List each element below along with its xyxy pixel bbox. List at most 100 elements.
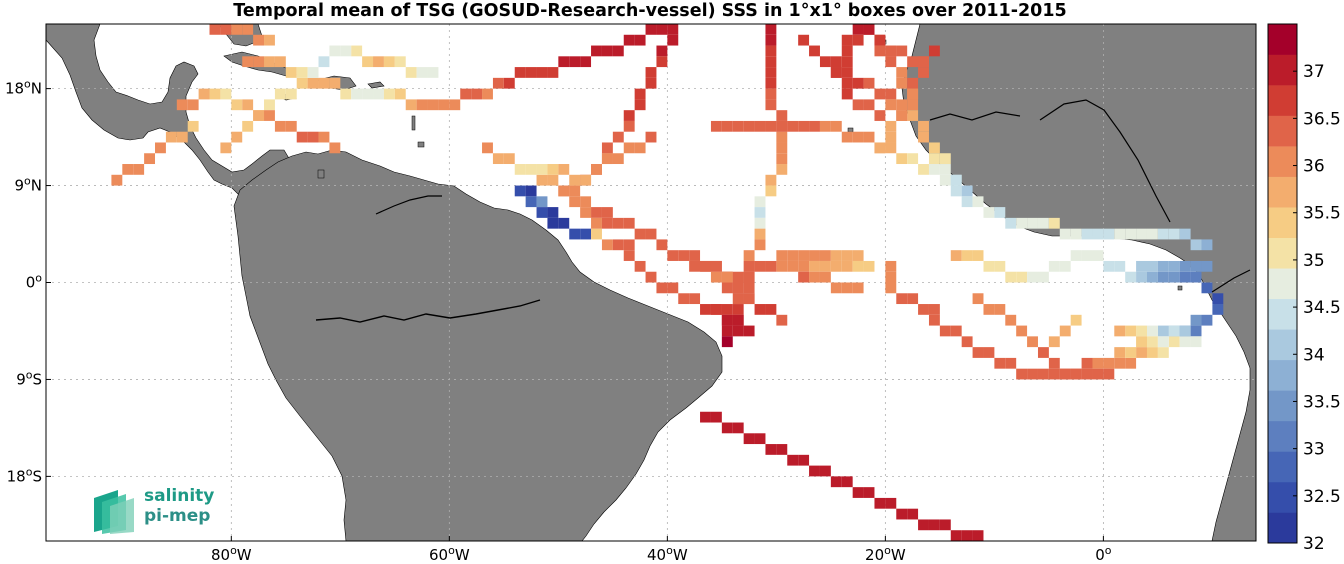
sss-cell-amazon-2-14 — [689, 250, 701, 261]
sss-cell-caribbean-3-2 — [264, 56, 275, 68]
sss-cell-mid-eq-0 — [776, 260, 788, 272]
sss-cell-route-south-brazil-25 — [972, 530, 984, 541]
sss-cell-caribbean-2-5 — [274, 88, 286, 100]
sss-cell-gulf-guinea-2-3 — [1168, 260, 1180, 272]
sss-cell-caribbean-2-22 — [460, 88, 472, 100]
lat-label-2: 0o — [26, 272, 43, 292]
sss-cell-caribbean-4-1 — [187, 99, 199, 111]
sss-cell-north-diagonal-1-9 — [623, 110, 635, 121]
sss-cell-cape-verde-1-1 — [841, 67, 853, 78]
sss-cell-africa-coast-15 — [939, 164, 951, 175]
sss-cell-north-diagonal-2-18 — [492, 77, 504, 89]
sss-cell-caribbean-4-14 — [329, 142, 341, 154]
rivers — [315, 99, 1251, 323]
sss-cell-amazon-3-0 — [482, 142, 493, 154]
sss-cell-caribbean-1-1 — [122, 164, 134, 175]
sss-cell-st-helena-1-7 — [1190, 314, 1202, 326]
colorbar-swatch-16 — [1268, 24, 1297, 55]
land-sao-tome — [1177, 285, 1183, 291]
latitude-labels: 18oN 9oN 0o 9oS 18oS — [5, 78, 51, 485]
sss-cell-africa-coast-31 — [1092, 228, 1104, 240]
sss-cell-route-south-brazil-20 — [918, 519, 929, 531]
sss-cell-gulf-guinea-10 — [1212, 293, 1224, 305]
sss-cell-caribbean-4-5 — [231, 99, 243, 111]
sss-cell-caribbean-3-17 — [427, 67, 439, 78]
colorbar-frame — [1267, 23, 1298, 544]
sss-cell-eq-east-1-8 — [1037, 271, 1049, 283]
sss-cell-north-diagonal-2-16 — [514, 67, 526, 78]
sss-cell-eq-east-1-12 — [1081, 250, 1093, 261]
sss-cell-gulf-guinea-18 — [1136, 325, 1147, 337]
sss-cell-mid-eq-1 — [787, 260, 799, 272]
sss-cell-gulf-guinea-13 — [1190, 325, 1202, 337]
colorbar-label-5: 34.5 — [1303, 298, 1341, 318]
sss-cell-central-track-13 — [776, 164, 788, 175]
sss-cell-africa-coast-24 — [1016, 217, 1028, 229]
sss-cell-cape-verde-3-8 — [885, 131, 897, 143]
land-trinidad — [417, 141, 425, 148]
sss-cell-africa-coast-17 — [950, 185, 962, 197]
sss-cell-route-south-brazil-22 — [939, 519, 951, 531]
sss-cell-amazon-3-18 — [700, 304, 711, 315]
sss-cell-sw-eq-7 — [1048, 357, 1060, 369]
sss-cell-sw-eq-3 — [1005, 314, 1017, 326]
sss-cell-amazon-3-8 — [580, 207, 592, 218]
sss-cell-north-diagonal-1-6 — [645, 77, 657, 89]
sss-cell-caribbean-4-2 — [198, 88, 210, 100]
sss-cell-eq-east-1-7 — [1027, 271, 1038, 283]
river-orinoco — [375, 195, 442, 215]
sss-cell-eq-east-2-14 — [1005, 357, 1017, 369]
sss-cell-mid-eq-2-9 — [787, 250, 799, 261]
sss-cell-gulf-guinea-17 — [1146, 325, 1158, 337]
longitude-labels: 80oW 60oW 40oW 20oW 0o — [211, 536, 1112, 564]
colorbar-label-7: 35.5 — [1303, 204, 1341, 224]
sss-cell-north-diagonal-2-7 — [612, 45, 624, 57]
sss-cell-route-south-brazil-7 — [776, 444, 788, 455]
sss-cell-caribbean-3-8 — [329, 45, 341, 57]
sss-cell-africa-coast-32 — [1103, 228, 1115, 240]
land-lesser-antilles — [411, 115, 416, 131]
sss-cell-caribbean-4-10 — [285, 120, 297, 132]
sss-cell-eq-east-1-1 — [961, 250, 973, 261]
sss-cell-cape-verde-2-7 — [841, 56, 853, 68]
sss-cell-central-to-africa-10 — [819, 120, 831, 132]
sss-cell-north-diagonal-1-11 — [612, 131, 624, 143]
sss-cell-ne-track-2-2 — [896, 45, 908, 57]
sss-cell-caribbean-3-4 — [285, 67, 297, 78]
sss-cell-eq-east-2-11 — [972, 347, 984, 358]
sss-cell-caribbean-4-11 — [296, 131, 308, 143]
logo-line2: pi-mep — [144, 506, 211, 526]
sss-cell-amazon-3-12 — [634, 260, 646, 272]
sss-cell-mid-eq-2-15 — [852, 250, 864, 261]
sss-cell-caribbean-3-14 — [394, 56, 406, 68]
sss-cell-africa-coast-16 — [950, 174, 962, 186]
sss-cell-central-track-7 — [765, 99, 777, 111]
sss-cell-west-north-track-3 — [612, 153, 624, 165]
sss-cell-caribbean-2-23 — [471, 88, 483, 100]
sss-cell-caribbean-2-8 — [307, 77, 319, 89]
sss-cell-cape-verde-2-8 — [830, 56, 842, 68]
sss-cells — [111, 13, 1224, 541]
sss-cell-route-south-brazil-10 — [809, 465, 820, 477]
sss-cell-ne-track-2 — [819, 56, 831, 68]
sss-cell-central-to-africa-0 — [710, 120, 722, 132]
sss-cell-south-mid-0 — [798, 271, 810, 283]
sss-cell-eq-east-2-7 — [928, 314, 940, 326]
sss-cell-north-diagonal-2-10 — [580, 56, 592, 68]
sss-cell-west-north-track-0 — [645, 131, 657, 143]
sss-cell-caribbean-2-10 — [329, 77, 341, 89]
sss-cell-amazon-plume-7 — [558, 217, 570, 229]
sss-cell-cape-verde-2-0 — [874, 13, 885, 24]
sss-cell-st-helena-1-0 — [1114, 347, 1126, 358]
sss-cell-gulf-guinea-16 — [1157, 325, 1169, 337]
sss-cell-eq-east-1-0 — [950, 250, 962, 261]
sss-cell-central-track-3 — [765, 56, 777, 68]
sss-cell-ne-track-2-0 — [874, 34, 886, 46]
sss-cell-caribbean-4-9 — [274, 120, 286, 132]
sss-cell-amazon-2-12 — [667, 250, 679, 261]
land-puerto-rico — [367, 81, 385, 89]
sss-cell-africa-coast-40 — [1190, 239, 1202, 251]
sss-cell-gulf-guinea-2 — [1125, 271, 1137, 283]
sss-cell-amazon-2-3 — [569, 196, 581, 208]
sss-cell-central-track-22 — [743, 260, 755, 272]
